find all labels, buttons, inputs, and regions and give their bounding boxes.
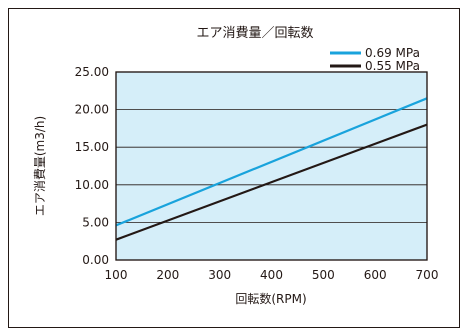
y-tick-label: 25.00 — [75, 65, 109, 79]
grid-lines — [116, 109, 427, 223]
x-tick-label: 100 — [105, 268, 128, 282]
chart-title: エア消費量／回転数 — [196, 26, 313, 41]
y-tick-label: 10.00 — [75, 178, 109, 192]
y-tick-label: 5.00 — [82, 215, 109, 229]
y-tick-label: 0.00 — [82, 253, 109, 267]
series-line-1 — [115, 123, 428, 241]
x-tick-label: 400 — [260, 268, 283, 282]
legend-label-0: 0.69 MPa — [365, 46, 420, 60]
x-tick-label: 700 — [416, 268, 439, 282]
y-tick-label: 15.00 — [75, 140, 109, 154]
plot-border — [115, 71, 428, 261]
x-tick-label: 500 — [312, 268, 335, 282]
x-tick-label: 300 — [208, 268, 231, 282]
x-axis-ticks: 100 200 300 400 500 600 700 — [105, 268, 439, 282]
series-line-0 — [115, 97, 428, 227]
x-tick-label: 600 — [364, 268, 387, 282]
y-axis-label: エア消費量(m3/h) — [32, 116, 47, 216]
plot-area — [115, 71, 428, 261]
legend-label-1: 0.55 MPa — [365, 59, 420, 73]
y-axis-ticks: 0.00 5.00 10.00 15.00 20.00 25.00 — [75, 65, 109, 267]
series-lines — [115, 97, 428, 241]
x-axis-label: 回転数(RPM) — [235, 291, 306, 306]
chart: エア消費量／回転数 0.69 MPa 0.55 MPa 0.00 5.00 10.0… — [32, 26, 439, 306]
x-tick-label: 200 — [156, 268, 179, 282]
y-tick-label: 20.00 — [75, 103, 109, 117]
legend: 0.69 MPa 0.55 MPa — [330, 46, 420, 73]
